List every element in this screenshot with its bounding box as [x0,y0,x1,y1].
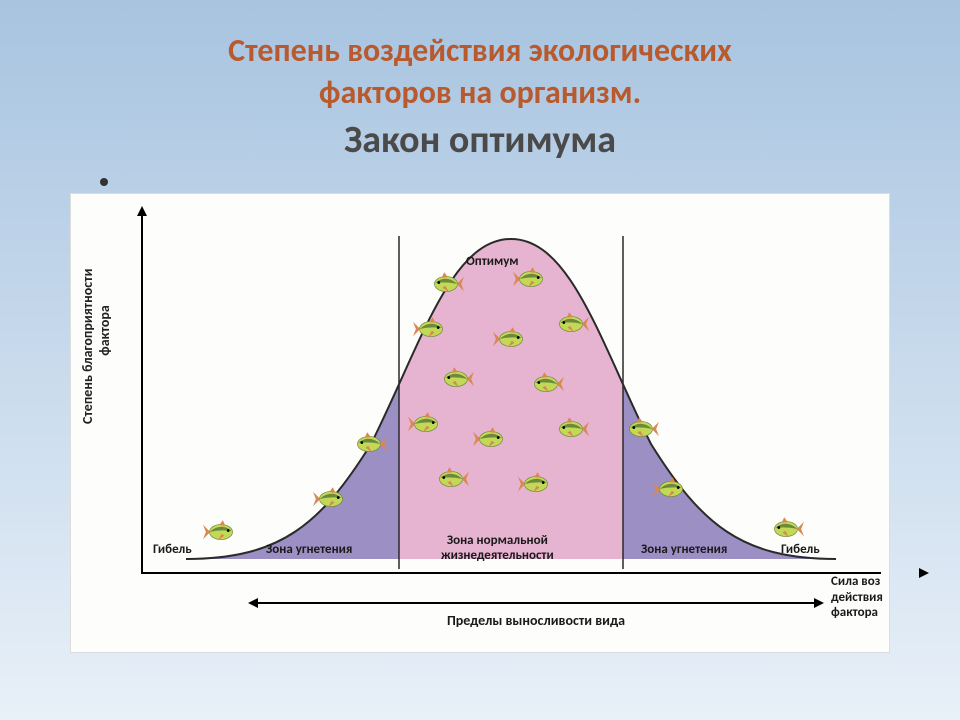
arrow-right-icon [919,568,929,578]
label-normal-zone: Зона нормальной жизнедеятельности [441,534,554,564]
y-axis-label: Степень благоприятности фактора [79,269,113,424]
slide-title: Степень воздействия экологических фактор… [40,30,920,163]
label-optimum: Оптимум [466,254,519,269]
label-suppression-left: Зона угнетения [266,542,352,557]
limits-range-bar: Пределы выносливости вида [256,602,816,604]
limits-label: Пределы выносливости вида [256,612,816,629]
title-line-1b: факторов на организм. [40,72,920,114]
plot-area: Оптимум Гибель Зона угнетения Зона норма… [141,214,841,574]
x-axis-label: Сила воз действия фактора [831,574,911,621]
fish-icon [203,520,233,540]
bullet-icon [100,178,108,186]
arrow-right-icon [814,598,824,608]
arrow-left-icon [248,598,258,608]
optimum-diagram: Степень благоприятности фактора Оптимум … [70,193,890,653]
title-line-2: Закон оптимума [40,117,920,163]
label-suppression-right: Зона угнетения [641,542,727,557]
fish-icon [774,517,804,537]
title-line-1a: Степень воздействия экологических [40,30,920,72]
label-death-right: Гибель [781,542,820,557]
label-death-left: Гибель [153,542,192,557]
